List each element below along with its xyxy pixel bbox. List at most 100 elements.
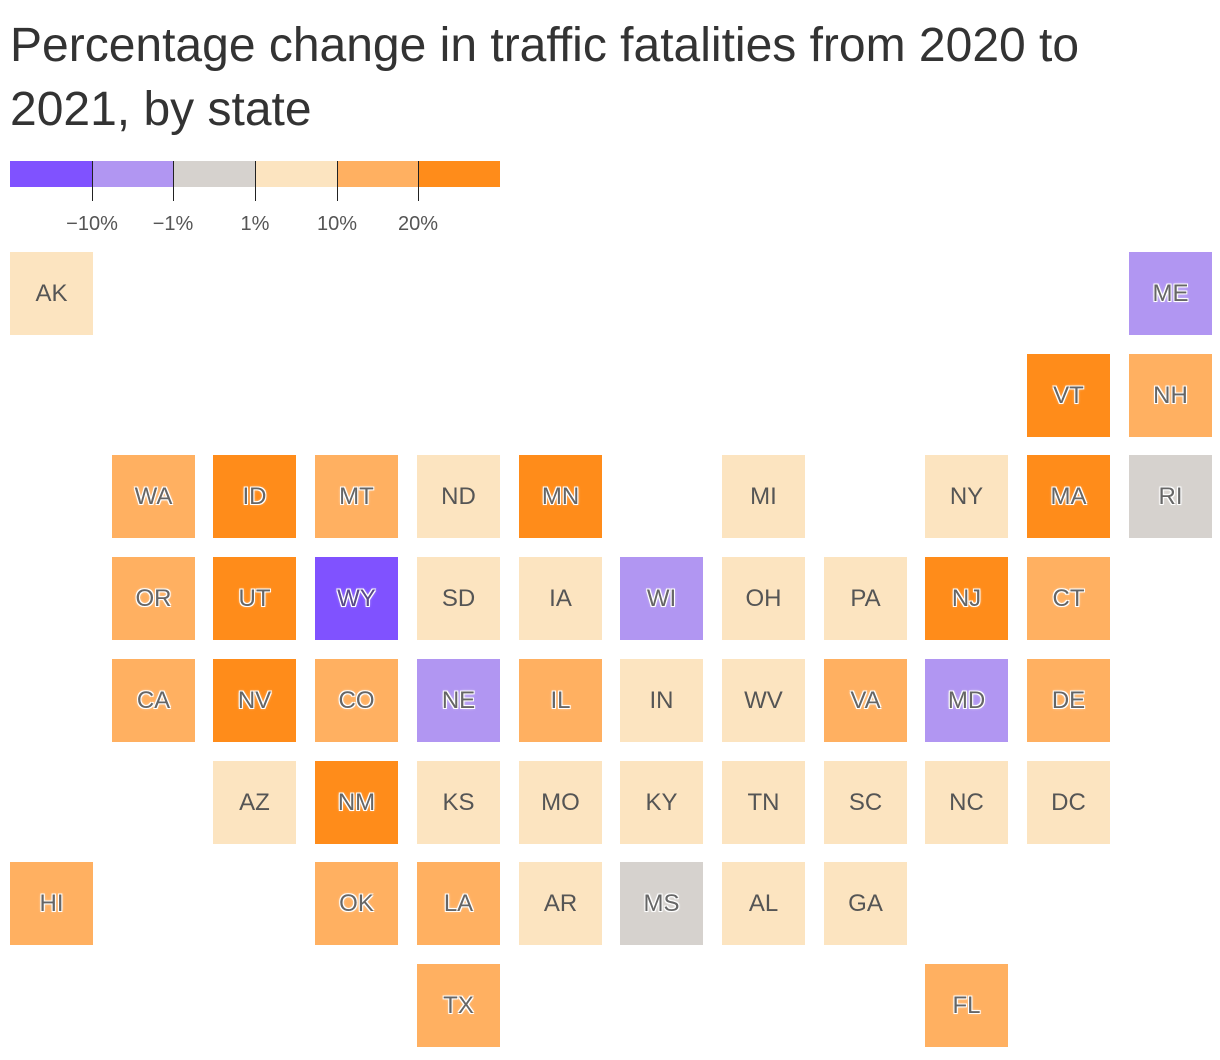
state-tile-il: IL xyxy=(519,659,602,742)
state-tile-wa: WA xyxy=(112,455,195,538)
state-label: DE xyxy=(1051,686,1086,714)
state-label: ME xyxy=(1152,279,1189,307)
state-tile-mo: MO xyxy=(519,761,602,844)
state-label: CO xyxy=(338,686,375,714)
state-tile-nv: NV xyxy=(213,659,296,742)
state-label: MD xyxy=(947,686,986,714)
state-label: SC xyxy=(848,788,883,816)
state-label: WY xyxy=(337,584,376,612)
legend-swatch xyxy=(173,161,256,187)
state-tile-ne: NE xyxy=(417,659,500,742)
state-label: WV xyxy=(744,686,783,714)
state-tile-ca: CA xyxy=(112,659,195,742)
state-label: IA xyxy=(549,584,572,612)
state-tile-ut: UT xyxy=(213,557,296,640)
state-tile-nm: NM xyxy=(315,761,398,844)
state-label: OH xyxy=(745,584,782,612)
state-label: NM xyxy=(337,788,376,816)
state-label: TX xyxy=(443,991,474,1019)
state-label: MS xyxy=(643,889,680,917)
state-label: PA xyxy=(850,584,881,612)
state-label: CA xyxy=(136,686,171,714)
state-tile-az: AZ xyxy=(213,761,296,844)
state-label: VT xyxy=(1053,381,1084,409)
state-tile-me: ME xyxy=(1129,252,1212,335)
state-label: NV xyxy=(237,686,272,714)
state-label: MN xyxy=(541,482,580,510)
legend-tick xyxy=(418,161,419,201)
state-tile-fl: FL xyxy=(925,964,1008,1047)
state-tile-ga: GA xyxy=(824,862,907,945)
state-label: IN xyxy=(649,686,674,714)
state-label: DC xyxy=(1051,788,1086,816)
state-tile-nc: NC xyxy=(925,761,1008,844)
legend-tick xyxy=(92,161,93,201)
state-tile-nd: ND xyxy=(417,455,500,538)
state-tile-ms: MS xyxy=(620,862,703,945)
state-tile-dc: DC xyxy=(1027,761,1110,844)
state-tile-ny: NY xyxy=(925,455,1008,538)
state-label: AZ xyxy=(239,788,270,816)
state-label: NY xyxy=(949,482,984,510)
state-tile-pa: PA xyxy=(824,557,907,640)
state-label: ND xyxy=(441,482,476,510)
state-tile-ar: AR xyxy=(519,862,602,945)
state-tile-in: IN xyxy=(620,659,703,742)
state-tile-ky: KY xyxy=(620,761,703,844)
state-tile-mi: MI xyxy=(722,455,805,538)
state-label: WI xyxy=(646,584,677,612)
state-label: UT xyxy=(238,584,271,612)
legend-color-bar xyxy=(10,161,501,187)
state-tile-de: DE xyxy=(1027,659,1110,742)
state-tile-mn: MN xyxy=(519,455,602,538)
state-tile-tn: TN xyxy=(722,761,805,844)
state-label: NJ xyxy=(951,584,982,612)
legend-tick-label: −10% xyxy=(66,213,118,235)
state-label: WA xyxy=(134,482,173,510)
state-label: MO xyxy=(541,788,580,816)
state-tile-tx: TX xyxy=(417,964,500,1047)
legend-tick-label: −1% xyxy=(152,213,194,235)
state-tile-hi: HI xyxy=(10,862,93,945)
state-tile-ok: OK xyxy=(315,862,398,945)
legend-swatch xyxy=(255,161,337,187)
state-label: OK xyxy=(339,889,374,917)
state-tile-wy: WY xyxy=(315,557,398,640)
state-label: MT xyxy=(339,482,374,510)
state-tile-vt: VT xyxy=(1027,354,1110,437)
state-tile-la: LA xyxy=(417,862,500,945)
state-tile-or: OR xyxy=(112,557,195,640)
chart-title: Percentage change in traffic fatalities … xyxy=(10,19,1080,136)
state-tile-ia: IA xyxy=(519,557,602,640)
state-label: HI xyxy=(39,889,64,917)
legend-tick xyxy=(255,161,256,201)
state-tile-ma: MA xyxy=(1027,455,1110,538)
state-label: FL xyxy=(952,991,981,1019)
state-tile-ak: AK xyxy=(10,252,93,335)
state-tile-md: MD xyxy=(925,659,1008,742)
state-label: MI xyxy=(750,482,777,510)
state-tile-ri: RI xyxy=(1129,455,1212,538)
state-tile-mt: MT xyxy=(315,455,398,538)
state-tile-sc: SC xyxy=(824,761,907,844)
state-label: RI xyxy=(1158,482,1183,510)
state-label: NH xyxy=(1153,381,1188,409)
state-tile-id: ID xyxy=(213,455,296,538)
state-tile-ct: CT xyxy=(1027,557,1110,640)
state-tile-va: VA xyxy=(824,659,907,742)
state-tile-nj: NJ xyxy=(925,557,1008,640)
legend-swatch xyxy=(91,161,174,187)
state-tile-wv: WV xyxy=(722,659,805,742)
state-tile-oh: OH xyxy=(722,557,805,640)
legend-swatch xyxy=(418,161,501,187)
state-label: OR xyxy=(135,584,172,612)
state-label: ID xyxy=(242,482,267,510)
state-label: VA xyxy=(850,686,881,714)
state-label: SD xyxy=(441,584,476,612)
state-label: NE xyxy=(441,686,476,714)
state-label: KY xyxy=(645,788,678,816)
state-label: AR xyxy=(543,889,578,917)
legend-swatch xyxy=(336,161,419,187)
state-tile-wi: WI xyxy=(620,557,703,640)
state-tile-al: AL xyxy=(722,862,805,945)
